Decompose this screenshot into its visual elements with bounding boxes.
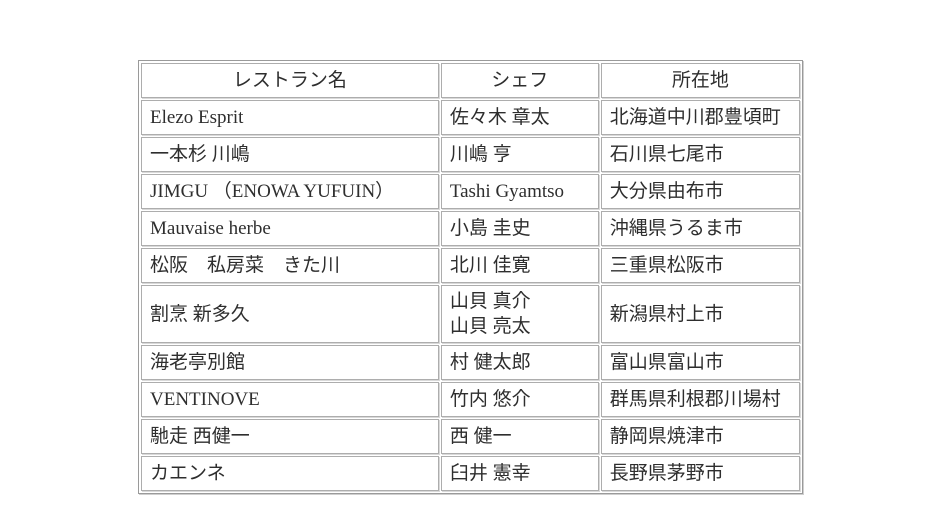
column-header-location: 所在地 bbox=[600, 63, 800, 98]
cell-chef: 佐々木 章太 bbox=[440, 100, 599, 135]
cell-location: 群馬県利根郡川場村 bbox=[600, 382, 800, 417]
header-row: レストラン名 シェフ 所在地 bbox=[141, 63, 800, 98]
table-row: 海老亭別館村 健太郎 富山県富山市 bbox=[141, 345, 800, 380]
table-body: Elezo Esprit 佐々木 章太 北海道中川郡豊頃町 一本杉 川嶋 川嶋 亨石川県… bbox=[141, 100, 800, 491]
table-header: レストラン名 シェフ 所在地 bbox=[141, 63, 800, 98]
cell-restaurant: 割烹 新多久 bbox=[141, 285, 439, 343]
table-row: Elezo Esprit 佐々木 章太 北海道中川郡豊頃町 bbox=[141, 100, 800, 135]
cell-location: 大分県由布市 bbox=[600, 174, 800, 209]
table-row: カエンネ 臼井 憲幸 長野県茅野市 bbox=[141, 456, 800, 491]
cell-location: 沖縄県うるま市 bbox=[600, 211, 800, 246]
restaurant-table: レストラン名 シェフ 所在地 Elezo Esprit 佐々木 章太 北海道中川郡豊… bbox=[138, 60, 803, 494]
cell-chef: 山貝 真介 山貝 亮太 bbox=[440, 285, 599, 343]
column-header-restaurant: レストラン名 bbox=[141, 63, 439, 98]
cell-chef: 竹内 悠介 bbox=[440, 382, 599, 417]
cell-location: 長野県茅野市 bbox=[600, 456, 800, 491]
cell-chef: 川嶋 亨 bbox=[440, 137, 599, 172]
cell-chef: 臼井 憲幸 bbox=[440, 456, 599, 491]
cell-restaurant: VENTINOVE bbox=[141, 382, 439, 417]
table-row: VENTINOVE 竹内 悠介 群馬県利根郡川場村 bbox=[141, 382, 800, 417]
cell-restaurant: 松阪 私房菜 きた川 bbox=[141, 248, 439, 283]
column-header-chef: シェフ bbox=[440, 63, 599, 98]
cell-location: 新潟県村上市 bbox=[600, 285, 800, 343]
cell-restaurant: カエンネ bbox=[141, 456, 439, 491]
table-row: 馳走 西健一西 健一 静岡県焼津市 bbox=[141, 419, 800, 454]
cell-restaurant: 馳走 西健一 bbox=[141, 419, 439, 454]
cell-restaurant: 海老亭別館 bbox=[141, 345, 439, 380]
table-row: 松阪 私房菜 きた川 北川 佳寛 三重県松阪市 bbox=[141, 248, 800, 283]
table-row: JIMGU （ENOWA YUFUIN） Tashi Gyamtso 大分県由布市 bbox=[141, 174, 800, 209]
table-row: Mauvaise herbe 小島 圭史 沖縄県うるま市 bbox=[141, 211, 800, 246]
cell-chef: 西 健一 bbox=[440, 419, 599, 454]
cell-chef: Tashi Gyamtso bbox=[440, 174, 599, 209]
table-row: 割烹 新多久 山貝 真介 山貝 亮太 新潟県村上市 bbox=[141, 285, 800, 343]
cell-restaurant: 一本杉 川嶋 bbox=[141, 137, 439, 172]
cell-chef: 小島 圭史 bbox=[440, 211, 599, 246]
cell-location: 三重県松阪市 bbox=[600, 248, 800, 283]
cell-chef: 村 健太郎 bbox=[440, 345, 599, 380]
cell-location: 富山県富山市 bbox=[600, 345, 800, 380]
cell-location: 北海道中川郡豊頃町 bbox=[600, 100, 800, 135]
cell-chef: 北川 佳寛 bbox=[440, 248, 599, 283]
cell-location: 静岡県焼津市 bbox=[600, 419, 800, 454]
table-row: 一本杉 川嶋 川嶋 亨石川県七尾市 bbox=[141, 137, 800, 172]
cell-location: 石川県七尾市 bbox=[600, 137, 800, 172]
cell-restaurant: Elezo Esprit bbox=[141, 100, 439, 135]
cell-restaurant: Mauvaise herbe bbox=[141, 211, 439, 246]
cell-restaurant: JIMGU （ENOWA YUFUIN） bbox=[141, 174, 439, 209]
